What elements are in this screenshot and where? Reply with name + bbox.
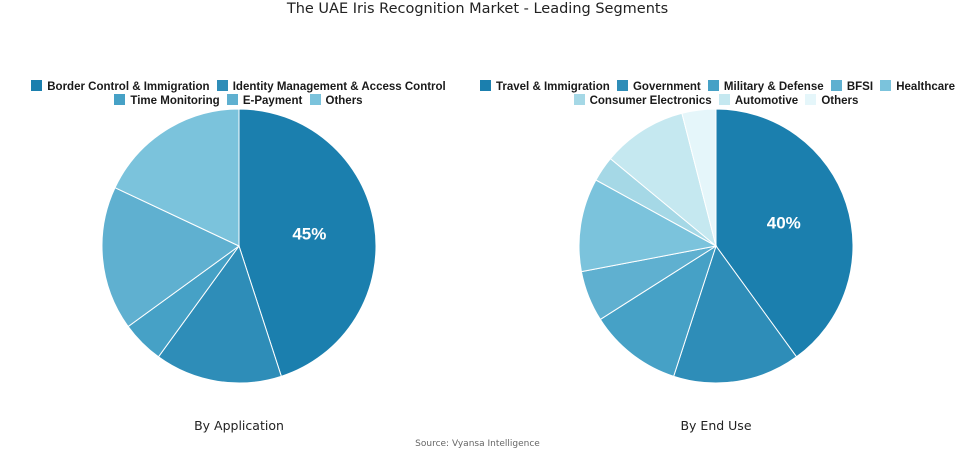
legend-swatch	[216, 80, 228, 91]
pie-slice-others	[114, 108, 240, 247]
pie-slice-military-defense	[599, 244, 717, 377]
legend-label: Consumer Electronics	[589, 95, 712, 107]
pie-slice-government	[673, 244, 798, 384]
legend-label: Identity Management & Access Control	[232, 81, 446, 93]
pie-chart-end-use: 40%	[578, 108, 854, 384]
pie-slice-travel-immigration	[715, 108, 854, 358]
chart-caption-end-use: By End Use	[680, 418, 752, 433]
legend-label: Automotive	[734, 95, 799, 107]
legend-swatch	[880, 80, 892, 91]
legend-swatch	[226, 94, 238, 105]
legend-swatch	[114, 94, 126, 105]
pie-slice-others	[681, 108, 717, 247]
pie-slice-healthcare	[578, 179, 718, 273]
slice-data-label: 45%	[292, 224, 326, 243]
legend-swatch	[718, 94, 730, 105]
legend-item: Travel & Immigration	[480, 80, 610, 94]
legend-label: Time Monitoring	[130, 95, 220, 107]
chart-title: The UAE Iris Recognition Market - Leadin…	[286, 1, 669, 17]
legend-label: BFSI	[846, 81, 874, 93]
legend-item: Others	[805, 94, 858, 108]
pie-slice-identity-management-access-control	[157, 244, 282, 384]
legend-swatch	[805, 94, 817, 105]
legend-item: BFSI	[830, 80, 874, 94]
legend-label: Military & Defense	[723, 81, 824, 93]
legend-item: Healthcare	[880, 80, 955, 94]
legend-item: Border Control & Immigration	[31, 80, 210, 94]
legend-end-use: Travel & Immigration Government Military…	[478, 80, 955, 108]
pie-chart-application: 45%	[101, 108, 377, 384]
source-note: Source: Vyansa Intelligence	[415, 439, 540, 449]
chart-caption-application: By Application	[194, 418, 284, 433]
legend-swatch	[707, 80, 719, 91]
legend-item: Time Monitoring	[114, 94, 220, 108]
pie-slice-automotive	[609, 112, 717, 248]
legend-label: Others	[325, 95, 363, 107]
legend-label: E-Payment	[242, 95, 303, 107]
legend-label: Travel & Immigration	[496, 81, 610, 93]
legend-item: Others	[309, 94, 363, 108]
legend-swatch	[309, 94, 321, 105]
legend-item: Automotive	[718, 94, 799, 108]
slice-data-label: 40%	[767, 213, 801, 232]
legend-item: Identity Management & Access Control	[216, 80, 446, 94]
legend-item: Consumer Electronics	[573, 94, 712, 108]
legend-label: Others	[821, 95, 859, 107]
legend-swatch	[830, 80, 842, 91]
pie-slice-e-payment	[101, 187, 240, 328]
legend-item: Government	[616, 80, 701, 94]
legend-label: Government	[632, 81, 701, 93]
legend-item: Military & Defense	[707, 80, 824, 94]
legend-item: E-Payment	[226, 94, 303, 108]
legend-swatch	[573, 94, 585, 105]
legend-swatch	[31, 80, 43, 91]
legend-swatch	[480, 80, 491, 91]
legend-label: Healthcare	[896, 81, 955, 93]
pie-slice-border-control-immigration	[238, 108, 377, 377]
legend-swatch	[616, 80, 628, 91]
legend-label: Border Control & Immigration	[47, 81, 210, 93]
legend-application: Border Control & Immigration Identity Ma…	[20, 80, 457, 108]
